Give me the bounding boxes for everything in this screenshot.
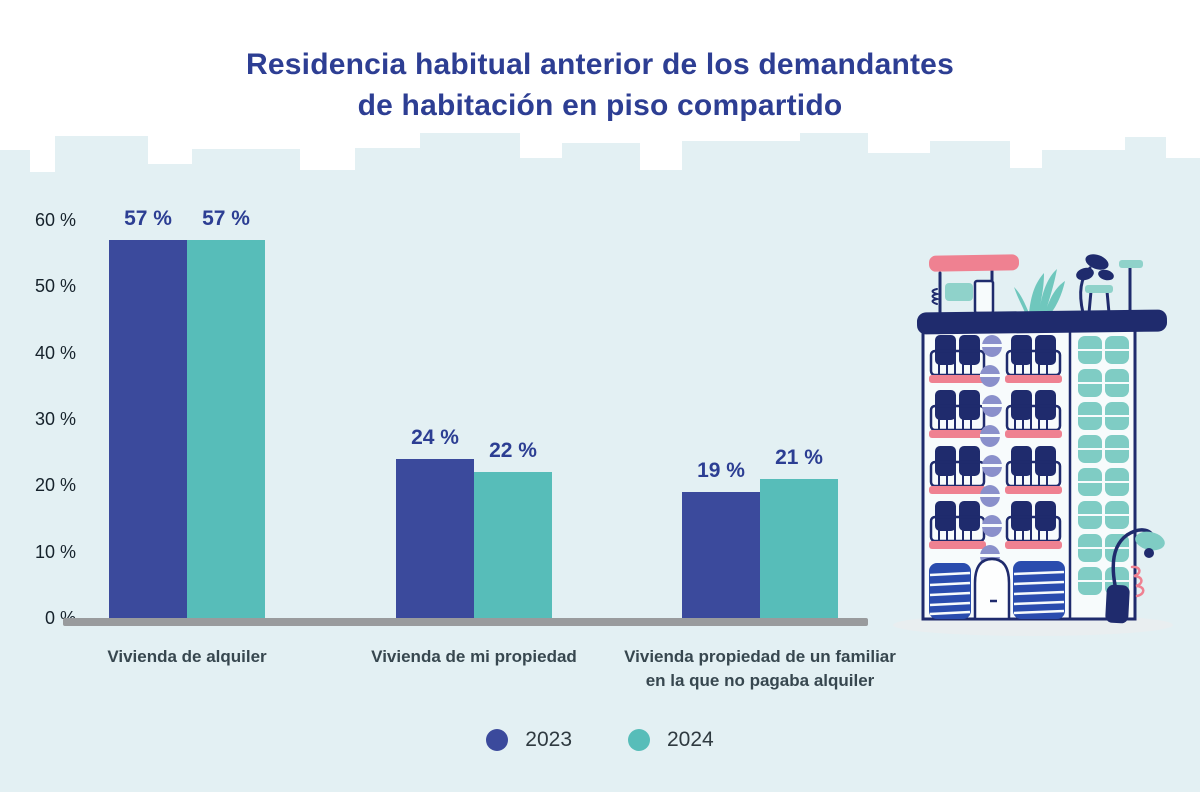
y-axis-tick-label: 30 %	[34, 409, 76, 429]
legend-item-2024: 2024	[628, 728, 714, 752]
y-axis-tick-label: 20 %	[34, 475, 76, 496]
legend-item-2023: 2023	[486, 728, 572, 752]
y-axis-tick-label: 40 %	[34, 342, 76, 363]
bar-2024	[474, 472, 552, 618]
title-line-1: Residencia habitual anterior de los dema…	[246, 48, 954, 82]
x-axis-baseline	[63, 618, 868, 626]
chart-legend: 2023 2024	[0, 728, 1200, 752]
y-axis-tick-label: 50 %	[34, 276, 76, 297]
apartment-building-illustration	[893, 254, 1173, 636]
bar-2024	[760, 479, 838, 618]
bar-value-label: 22 %	[489, 439, 537, 462]
bar-2024	[187, 240, 265, 618]
category-label: Vivienda de alquiler	[107, 647, 267, 666]
page-title: Residencia habitual anterior de los dema…	[0, 44, 1200, 126]
legend-swatch	[486, 729, 509, 751]
legend-label: 2024	[667, 728, 714, 751]
legend-label: 2023	[525, 728, 572, 751]
legend-swatch	[628, 729, 650, 751]
bar-2023	[682, 492, 760, 618]
bar-value-label: 57 %	[202, 207, 250, 230]
y-axis-tick-label: 10 %	[34, 541, 76, 562]
category-label: Vivienda propiedad de un familiar en la …	[624, 647, 896, 690]
bar-value-label: 24 %	[411, 426, 459, 449]
bar-value-label: 57 %	[124, 207, 172, 230]
bar-value-label: 19 %	[697, 459, 745, 482]
bar-2023	[109, 240, 187, 618]
bar-2023	[396, 459, 474, 618]
category-label: Vivienda de mi propiedad	[371, 647, 577, 666]
y-axis-tick-label: 60 %	[34, 210, 76, 230]
title-line-2: de habitación en piso compartido	[357, 89, 843, 123]
bar-value-label: 21 %	[775, 446, 823, 469]
